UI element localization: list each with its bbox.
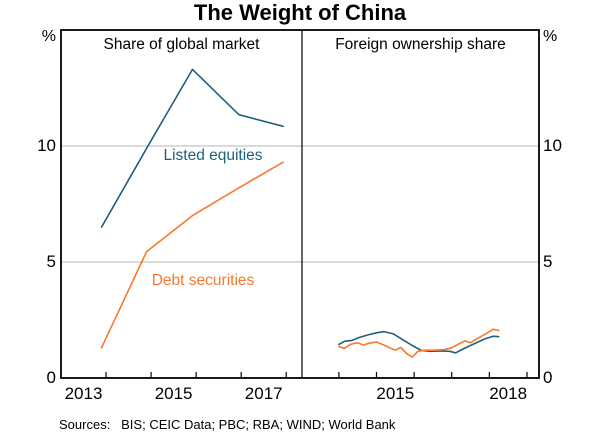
left-panel-title: Share of global market xyxy=(103,36,260,53)
series-line-listed-equities-panel1 xyxy=(338,330,500,354)
x-axis-tick-label: 2013 xyxy=(64,384,103,403)
y-axis-tick-label-right: 0 xyxy=(543,368,553,387)
y-axis-tick-label-left: 0 xyxy=(46,368,56,387)
series-line-debt-securities-panel1 xyxy=(338,328,500,358)
series-line-debt-securities-panel0 xyxy=(100,161,284,349)
y-axis-unit-left: % xyxy=(41,28,56,45)
x-axis-tick-label: 2015 xyxy=(154,384,193,403)
chart-title: The Weight of China xyxy=(193,0,407,25)
y-axis-tick-label-right: 5 xyxy=(543,252,553,271)
x-axis-tick-label: 2015 xyxy=(376,384,415,403)
y-axis-tick-label-left: 10 xyxy=(37,136,56,155)
plot-border xyxy=(60,29,540,379)
series-label-listed-equities: Listed equities xyxy=(163,147,263,164)
y-axis-unit-right: % xyxy=(543,28,558,45)
x-axis-tick-label: 2017 xyxy=(244,384,283,403)
right-panel-title: Foreign ownership share xyxy=(335,36,506,53)
sources-note: Sources: BIS; CEIC Data; PBC; RBA; WIND;… xyxy=(59,417,396,432)
series-label-debt-securities: Debt securities xyxy=(151,272,255,289)
series-line-listed-equities-panel0 xyxy=(100,68,284,228)
y-axis-tick-label-right: 10 xyxy=(543,136,562,155)
y-axis-tick-label-left: 5 xyxy=(46,252,56,271)
x-axis-tick-label: 2018 xyxy=(489,384,528,403)
